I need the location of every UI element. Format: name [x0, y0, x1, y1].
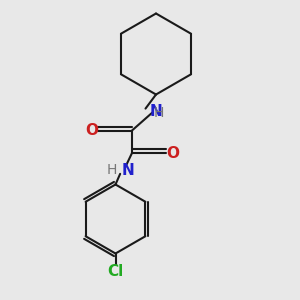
- Text: N: N: [121, 163, 134, 178]
- Text: N: N: [149, 103, 162, 118]
- Text: Cl: Cl: [107, 264, 124, 279]
- Text: O: O: [166, 146, 179, 160]
- Text: H: H: [154, 106, 164, 120]
- Text: H: H: [106, 163, 117, 177]
- Text: O: O: [85, 123, 98, 138]
